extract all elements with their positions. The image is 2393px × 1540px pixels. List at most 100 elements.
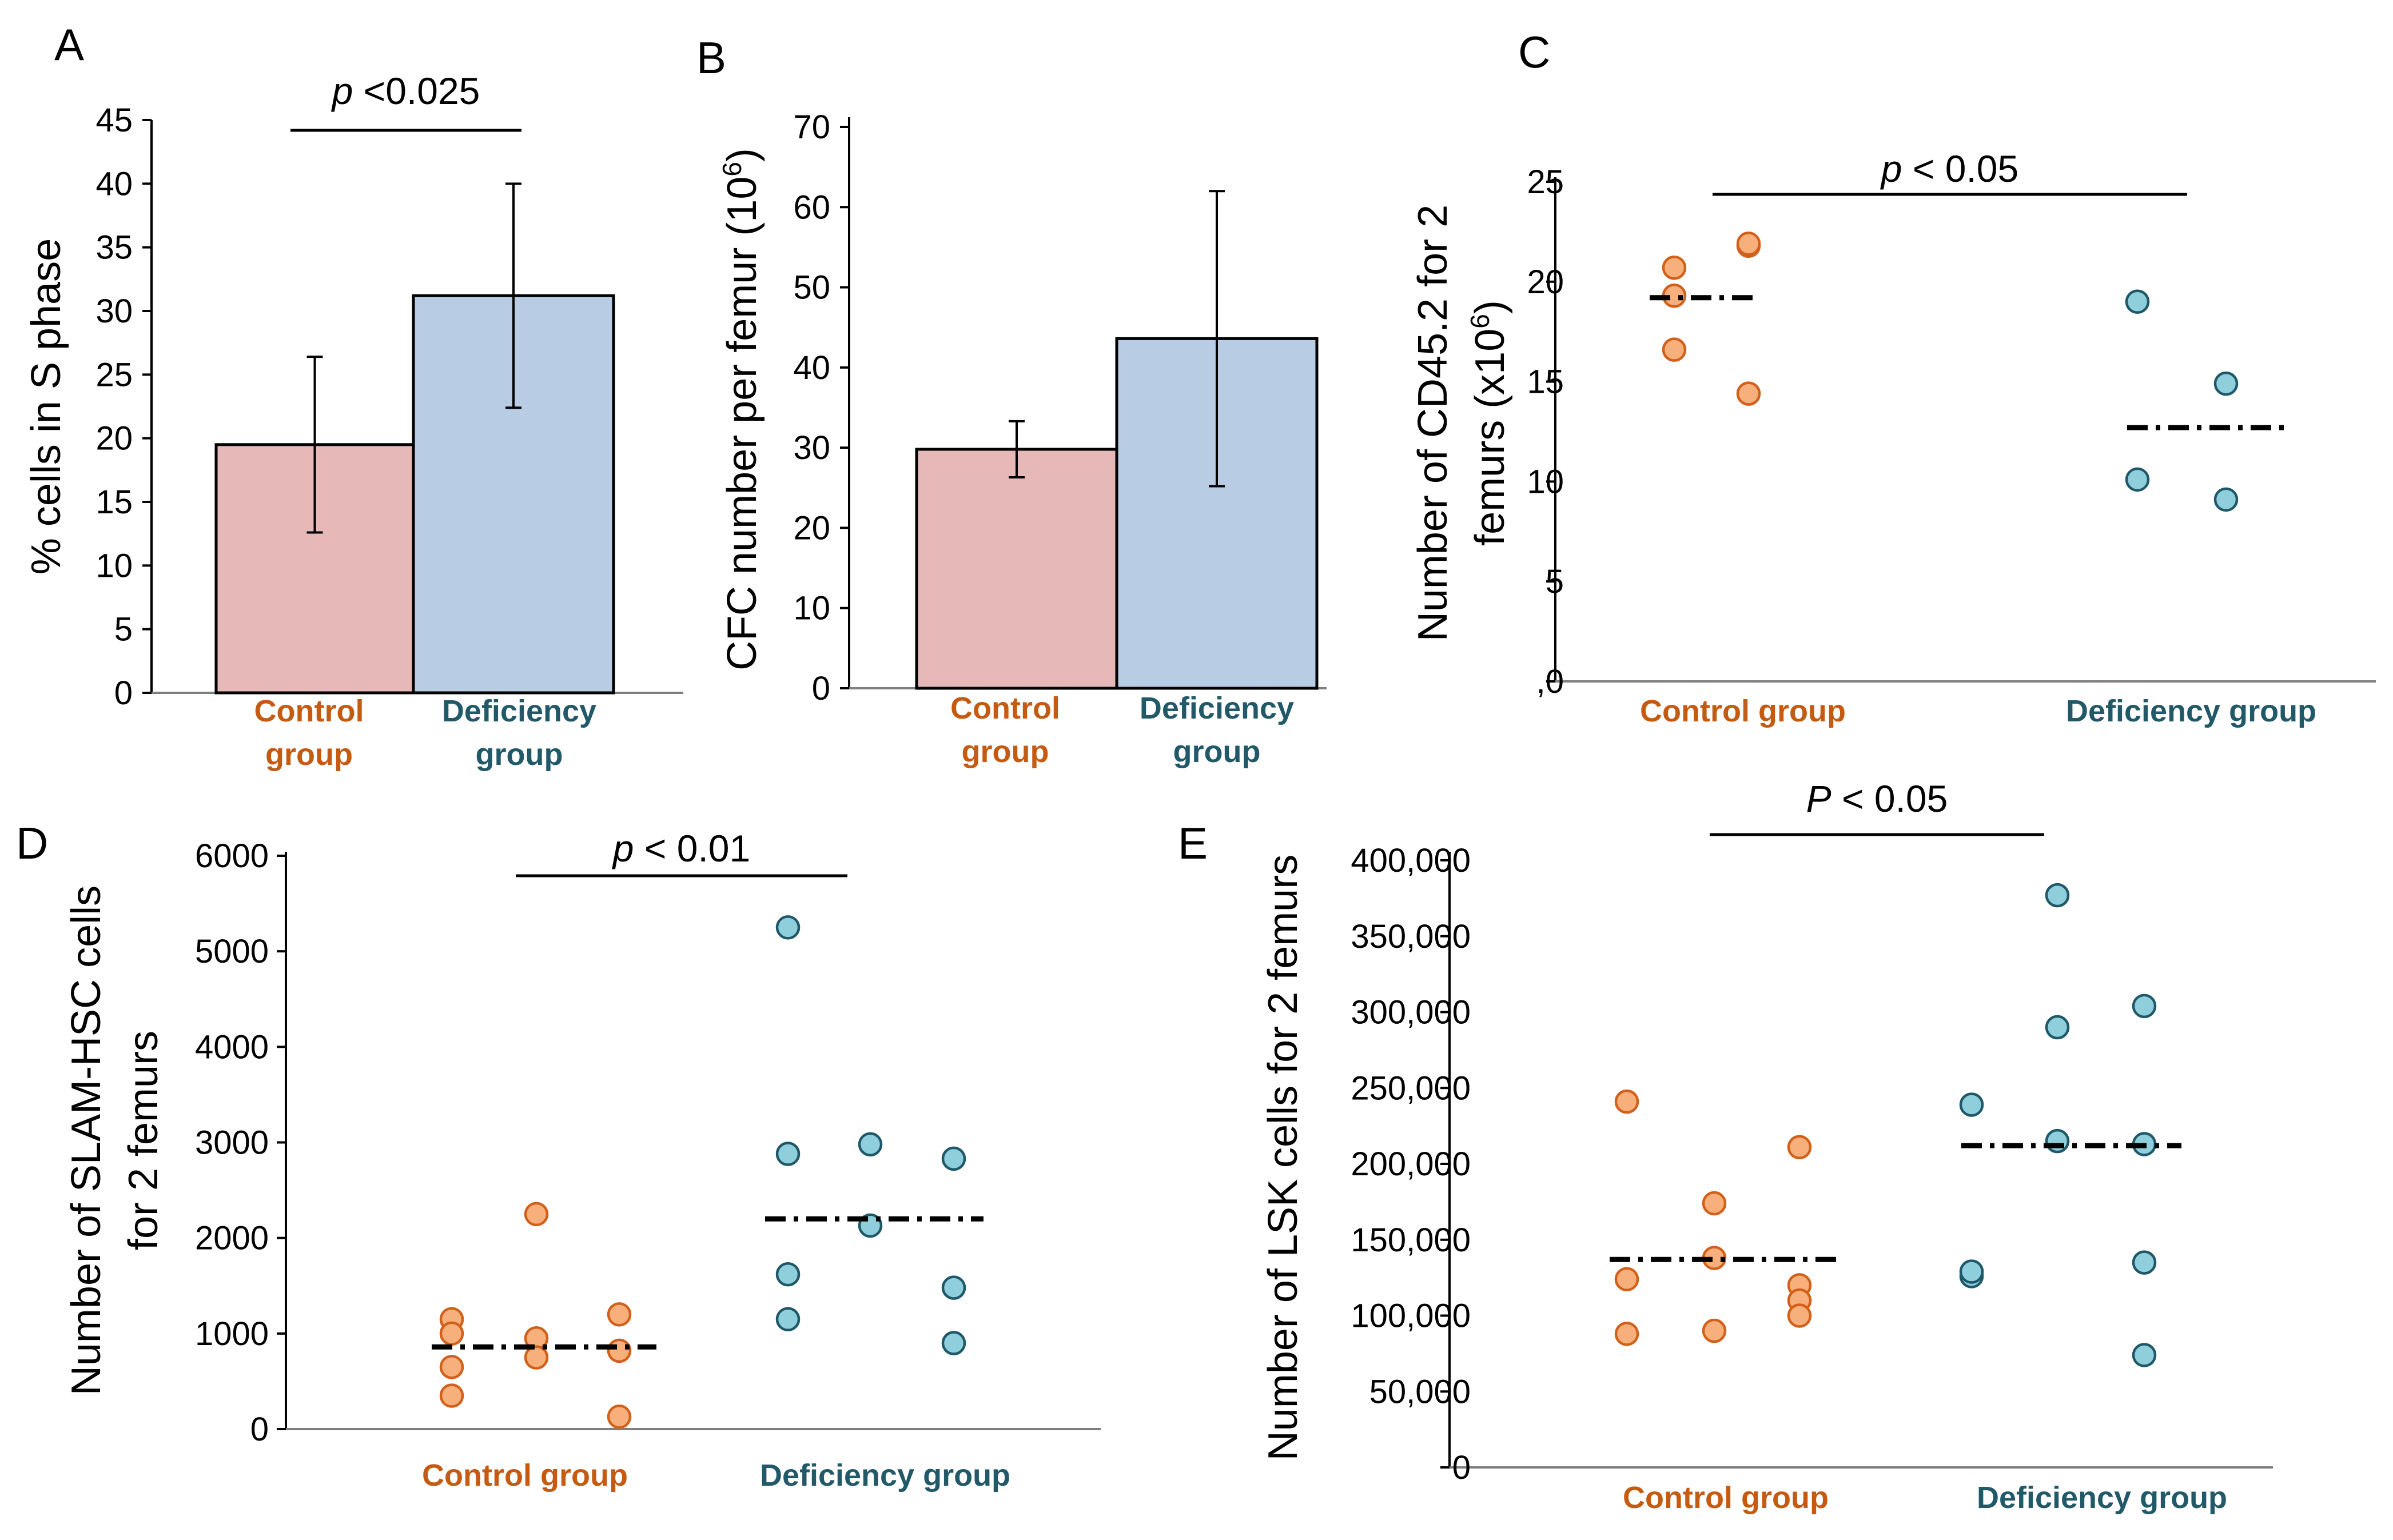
y-tick-label: 5 xyxy=(114,611,133,648)
y-tick-label: 40 xyxy=(793,349,830,386)
data-point-control xyxy=(607,1405,632,1429)
data-point-deficiency xyxy=(1959,1259,1984,1284)
data-point-deficiency xyxy=(775,1142,801,1166)
category-label: Deficiency group xyxy=(2066,694,2316,728)
panel-letter: B xyxy=(696,33,726,83)
y-tick-label: 5 xyxy=(1546,563,1564,600)
y-tick-label: 50,000 xyxy=(1369,1373,1471,1410)
panel-c: C ,0 5 10 15 20 25 Number of CD45.2 for 2 femurs… xyxy=(1410,27,2376,728)
data-point-deficiency xyxy=(941,1275,966,1300)
y-tick-label: 50 xyxy=(793,269,830,306)
y-axis-title-line1: Number of SLAM-HSC cells xyxy=(63,885,109,1395)
y-axis-title: Number of LSK cells for 2 femurs xyxy=(1260,855,1306,1461)
panel-d: D 0 1000 2000 3000 4000 5000 6000 Number of SLAM… xyxy=(16,818,1101,1493)
significance-label: p <0.025 xyxy=(331,70,480,112)
data-point-control xyxy=(607,1338,632,1363)
data-point-deficiency xyxy=(858,1132,883,1157)
y-tick-label: 10 xyxy=(95,547,133,584)
category-label: group xyxy=(962,735,1049,769)
significance-label: p < 0.05 xyxy=(1880,147,2018,190)
y-tick-label: 0 xyxy=(114,675,133,712)
y-tick-label: 30 xyxy=(95,293,133,330)
category-label: Deficiency group xyxy=(1977,1481,2227,1515)
y-axis-title: % cells in S phase xyxy=(23,238,69,574)
data-point-deficiency xyxy=(2132,1250,2157,1275)
data-point-deficiency xyxy=(2213,487,2239,512)
panel-letter: E xyxy=(1178,818,1208,868)
y-tick-label: 0 xyxy=(250,1411,269,1448)
data-point-control xyxy=(1702,1318,1727,1343)
data-point-deficiency xyxy=(2125,289,2150,314)
panel-letter: A xyxy=(54,19,84,70)
data-point-deficiency xyxy=(2045,1128,2070,1154)
data-point-control xyxy=(1662,337,1687,362)
y-tick-label: 0 xyxy=(1452,1449,1471,1486)
y-tick-label: 45 xyxy=(95,102,133,139)
significance-label: p < 0.01 xyxy=(612,827,750,869)
y-axis-title-line1: Number of CD45.2 for 2 xyxy=(1410,205,1456,641)
panel-letter: C xyxy=(1518,27,1550,77)
y-tick-label: 400,000 xyxy=(1351,842,1471,879)
y-tick-label: 300,000 xyxy=(1351,994,1471,1031)
y-tick-label: 0 xyxy=(812,670,830,707)
y-tick-label: 20 xyxy=(1527,264,1564,301)
panel-a: A 0 5 10 15 20 25 30 35 40 45 % cells in S phase p <… xyxy=(23,19,683,772)
data-point-control xyxy=(1736,232,1761,256)
y-tick-label: 250,000 xyxy=(1351,1070,1471,1107)
y-tick-label: 6000 xyxy=(195,837,269,875)
y-tick-label: 2000 xyxy=(195,1220,269,1257)
category-label: group xyxy=(476,737,563,772)
data-point-control xyxy=(1736,381,1761,406)
data-point-control xyxy=(1787,1303,1812,1328)
y-tick-label: 10 xyxy=(793,590,830,627)
y-tick-label: 60 xyxy=(793,189,830,226)
data-point-deficiency xyxy=(2125,467,2150,492)
category-label: Control group xyxy=(1623,1481,1829,1515)
y-axis-title-line2: for 2 femurs xyxy=(121,1031,166,1250)
panel-letter: D xyxy=(16,818,48,868)
y-axis-title: CFC number per femur (106) xyxy=(717,148,765,671)
category-label: Deficiency xyxy=(442,694,596,728)
data-point-control xyxy=(1614,1267,1639,1292)
data-point-deficiency xyxy=(941,1146,966,1171)
y-tick-label: ,0 xyxy=(1536,663,1564,700)
y-tick-label: 15 xyxy=(1527,364,1564,401)
data-point-control xyxy=(524,1202,549,1227)
y-tick-label: 35 xyxy=(95,229,133,266)
data-point-deficiency xyxy=(2045,1015,2070,1040)
category-label: Control group xyxy=(422,1458,628,1493)
y-tick-label: 350,000 xyxy=(1351,918,1471,955)
data-point-control xyxy=(607,1302,632,1327)
data-point-deficiency xyxy=(2132,994,2157,1019)
y-tick-label: 30 xyxy=(793,429,830,466)
data-point-control xyxy=(1614,1322,1639,1346)
category-label: Control xyxy=(254,694,364,728)
data-point-deficiency xyxy=(775,1262,801,1287)
data-point-control xyxy=(439,1355,464,1379)
y-tick-label: 3000 xyxy=(195,1124,269,1162)
y-tick-label: 10 xyxy=(1527,463,1564,500)
data-point-control xyxy=(439,1383,464,1408)
y-tick-label: 15 xyxy=(95,484,133,521)
y-tick-label: 25 xyxy=(95,356,133,393)
bar-control xyxy=(915,448,1118,690)
y-tick-label: 20 xyxy=(793,509,830,546)
panel-b: B 0 10 20 30 40 50 60 70 CFC number per femur (10… xyxy=(696,33,1327,769)
y-tick-label: 20 xyxy=(95,420,133,457)
y-tick-label: 100,000 xyxy=(1351,1298,1471,1335)
data-point-deficiency xyxy=(941,1331,966,1355)
y-tick-label: 40 xyxy=(95,165,133,202)
y-tick-label: 5000 xyxy=(195,933,269,970)
panel-e: E 0 50,000 100,000 150,000 200,000 250,000 300,… xyxy=(1178,777,2273,1515)
data-point-control xyxy=(1614,1089,1639,1114)
data-point-deficiency xyxy=(2132,1343,2157,1367)
data-point-control xyxy=(524,1345,549,1370)
data-point-control xyxy=(1787,1135,1812,1160)
data-point-deficiency xyxy=(1959,1092,1984,1117)
y-tick-label: 70 xyxy=(793,109,830,146)
category-label: group xyxy=(265,737,353,772)
significance-label: P < 0.05 xyxy=(1806,777,1948,820)
category-label: Deficiency group xyxy=(760,1458,1010,1493)
y-axis-title-line2: femurs (x106) xyxy=(1465,300,1513,546)
data-point-control xyxy=(439,1321,464,1346)
